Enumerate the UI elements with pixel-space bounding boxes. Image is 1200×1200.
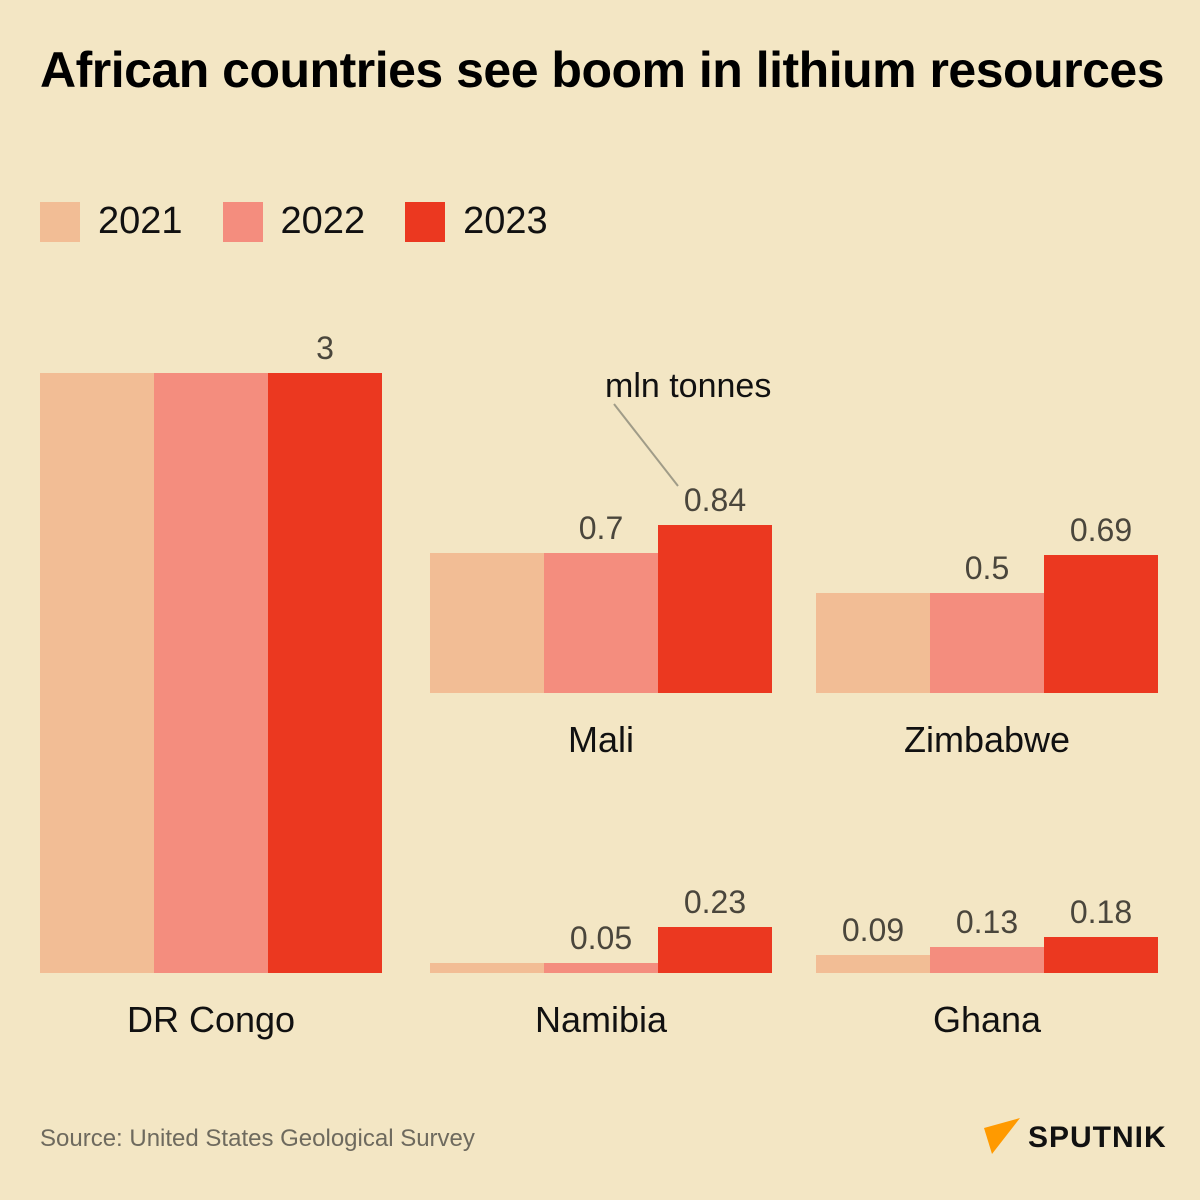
data-label: 0.84: [684, 482, 746, 518]
source-note: Source: United States Geological Survey: [40, 1125, 475, 1152]
legend-item-2022: 2022: [222, 200, 366, 243]
sputnik-logo: SPUTNIK: [982, 1118, 1167, 1158]
bar-zimbabwe-2022: [930, 593, 1044, 693]
bar-ghana-2023: [1044, 937, 1158, 973]
bar-mali-2023: [658, 525, 772, 693]
data-label: 0.13: [956, 904, 1018, 940]
bar-namibia-2021: [430, 963, 544, 973]
data-label: 0.7: [579, 510, 623, 546]
data-label: 0.69: [1070, 512, 1132, 548]
data-label: 0.18: [1070, 894, 1132, 930]
logo-text: SPUTNIK: [1028, 1121, 1167, 1154]
bar-mali-2022: [544, 553, 658, 693]
legend-label: 2022: [280, 200, 366, 242]
legend: 2021 2022 2023: [40, 200, 588, 243]
sputnik-arrow-icon: [984, 1118, 1020, 1154]
bar-zimbabwe-2023: [1044, 555, 1158, 693]
legend-swatch-2021: [40, 201, 80, 242]
category-label: Ghana: [933, 999, 1042, 1040]
bar-dr-congo-2022: [154, 373, 268, 973]
bar-ghana-2022: [930, 947, 1044, 973]
data-label: 0.09: [842, 912, 904, 948]
legend-swatch-2023: [405, 201, 446, 242]
legend-item-2021: 2021: [40, 200, 183, 243]
unit-annotation: mln tonnes: [605, 367, 771, 405]
bar-dr-congo-2021: [40, 373, 154, 973]
chart-title: African countries see boom in lithium re…: [40, 42, 1165, 98]
category-label: Mali: [568, 719, 634, 760]
data-label: 3: [316, 330, 334, 366]
legend-label: 2023: [463, 200, 548, 242]
bar-dr-congo-2023: [268, 373, 382, 973]
category-label: DR Congo: [127, 999, 295, 1040]
bar-ghana-2021: [816, 955, 930, 973]
category-label: Namibia: [535, 999, 668, 1040]
annotation-leader-line: [613, 403, 679, 487]
legend-swatch-2022: [222, 201, 263, 242]
bar-mali-2021: [430, 553, 544, 693]
legend-label: 2021: [98, 200, 183, 242]
bar-namibia-2022: [544, 963, 658, 973]
bar-namibia-2023: [658, 927, 772, 973]
data-label: 0.5: [965, 550, 1009, 586]
bar-zimbabwe-2021: [816, 593, 930, 693]
data-label: 0.05: [570, 920, 632, 956]
category-label: Zimbabwe: [904, 719, 1070, 760]
legend-item-2023: 2023: [405, 200, 548, 243]
data-label: 0.23: [684, 884, 746, 920]
